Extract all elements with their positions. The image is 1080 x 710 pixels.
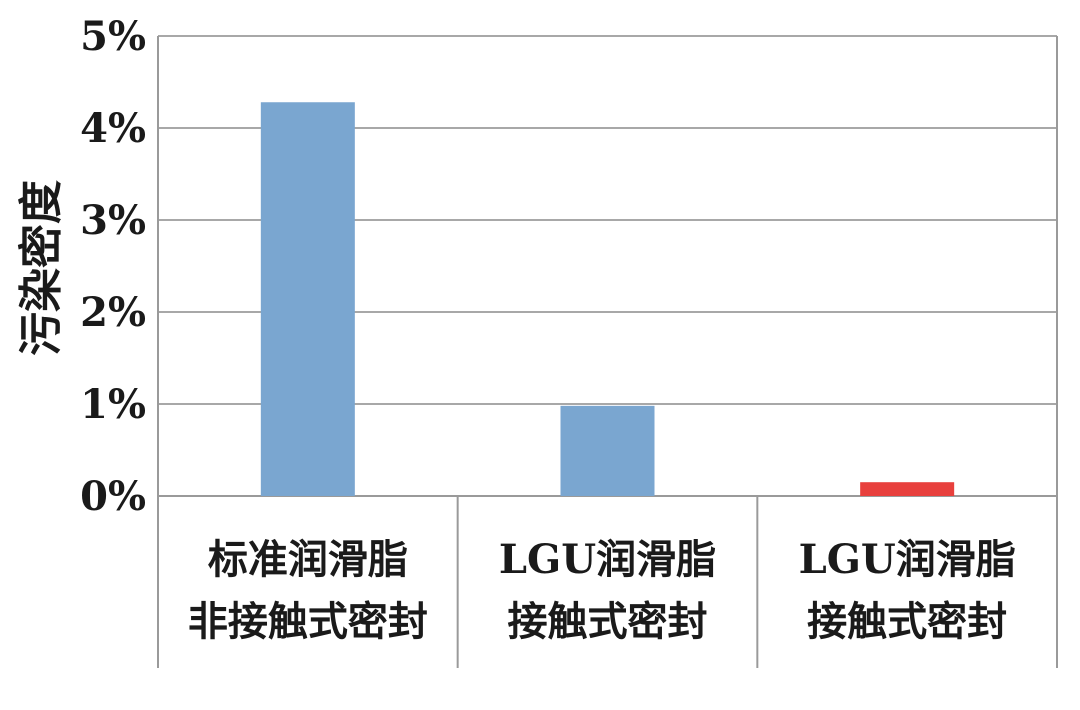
category-label: 标准润滑脂	[208, 536, 408, 583]
y-tick-label: 3%	[80, 197, 146, 244]
category-label: 非接触式密封	[188, 598, 428, 645]
y-tick-label: 2%	[80, 289, 146, 336]
y-tick-label: 4%	[80, 105, 146, 152]
axis-layer	[157, 36, 1058, 668]
category-label: LGU润滑脂	[799, 536, 1016, 583]
bar	[260, 102, 355, 497]
y-tick-label: 5%	[80, 13, 146, 60]
bar	[560, 405, 655, 496]
y-axis-title: 污染密度	[16, 180, 67, 356]
y-tick-label: 1%	[80, 381, 146, 428]
label-layer: 0%1%2%3%4%5%标准润滑脂非接触式密封LGU润滑脂接触式密封LGU润滑脂…	[80, 13, 1016, 645]
bar-layer	[260, 102, 955, 497]
category-label: LGU润滑脂	[499, 536, 716, 583]
bar	[860, 482, 955, 496]
y-tick-label: 0%	[80, 473, 146, 520]
category-label: 接触式密封	[807, 598, 1007, 645]
category-label: 接触式密封	[508, 598, 708, 645]
